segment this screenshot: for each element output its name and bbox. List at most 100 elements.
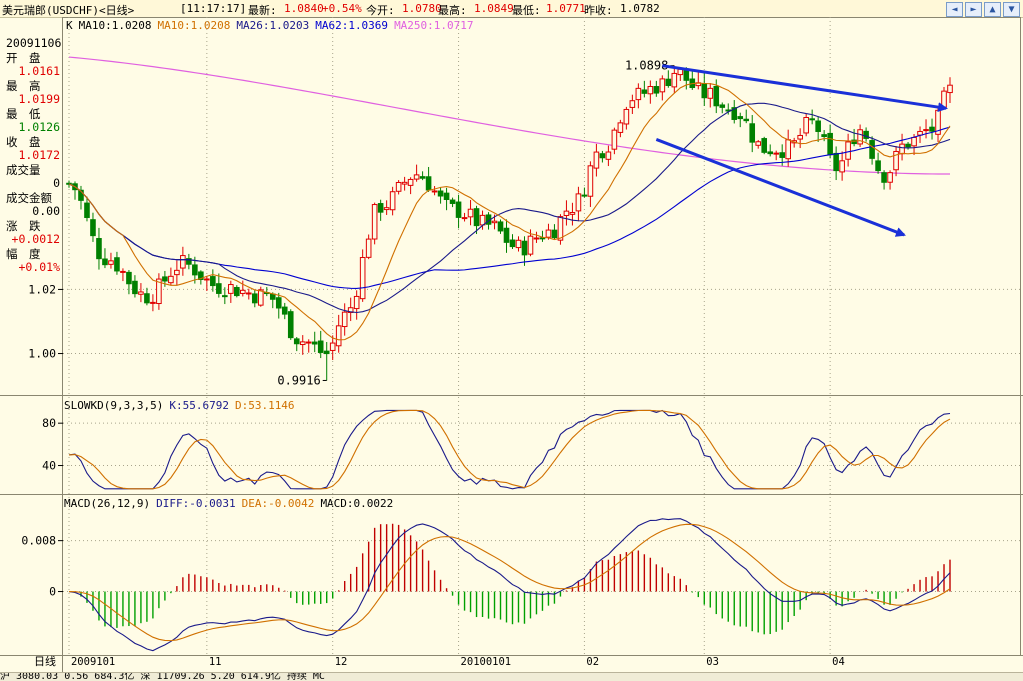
- candle-body: [222, 295, 228, 298]
- candle-body: [509, 239, 516, 248]
- candle-body: [257, 289, 264, 306]
- candle-body: [653, 86, 660, 94]
- candle-body: [575, 193, 582, 212]
- status-item: 5.20: [210, 672, 241, 681]
- candle-body: [863, 130, 869, 139]
- candle-body: [923, 129, 929, 132]
- candle-body: [126, 271, 132, 285]
- symbol-title[interactable]: 美元瑞郎(USDCHF)<日线>: [2, 4, 135, 17]
- candle-body: [305, 341, 312, 344]
- candle-body: [569, 211, 576, 215]
- candle-body: [347, 307, 354, 314]
- x-tick-label: 2009101: [71, 656, 115, 668]
- candle-body: [827, 132, 833, 156]
- candle-body: [359, 257, 366, 300]
- candle-body: [84, 202, 90, 218]
- candle-body: [623, 108, 630, 125]
- status-item: 深 11709.26: [140, 672, 211, 681]
- arrow-right-icon[interactable]: ►: [965, 2, 982, 17]
- candle-body: [491, 220, 498, 224]
- candle-body: [539, 237, 546, 240]
- candle-body: [467, 208, 474, 218]
- candle-body: [317, 340, 324, 353]
- candle-body: [96, 238, 102, 260]
- candle-body: [299, 341, 306, 346]
- price-legend: KMA10:1.0208MA10:1.0208MA26:1.0203MA62:1…: [66, 19, 480, 32]
- candle-body: [353, 295, 360, 310]
- quote-time: [11:17:17]: [180, 2, 247, 15]
- macd-legend-item: MACD(26,12,9): [64, 497, 151, 510]
- bar-info-value: +0.0012: [11, 232, 60, 246]
- candle-body: [371, 204, 378, 240]
- candle-body: [761, 138, 768, 153]
- candle-body: [216, 283, 222, 294]
- candle-body: [461, 217, 468, 220]
- kd-legend-item: D:53.1146: [234, 399, 295, 412]
- candle-body: [443, 192, 450, 200]
- candle-body: [377, 203, 384, 213]
- x-tick-label: 20100101: [461, 656, 512, 668]
- candle-body: [90, 219, 96, 237]
- candle-body: [335, 325, 342, 347]
- candle-body: [671, 72, 678, 88]
- candle-body: [893, 150, 899, 171]
- bar-info-label: 成交金额: [6, 191, 52, 205]
- bar-date: 20091106: [6, 36, 62, 50]
- x-tick-label: 04: [832, 656, 845, 668]
- candle-body: [503, 227, 510, 243]
- arrow-up-icon[interactable]: ▲: [984, 2, 1001, 17]
- last-label: 最新:: [248, 4, 277, 17]
- kd-tick-label: 40: [42, 459, 56, 473]
- kd-legend: SLOWKD(9,3,3,5) K:55.6792 D:53.1146: [64, 399, 301, 412]
- candle-body: [234, 287, 240, 297]
- candle-body: [551, 229, 558, 239]
- candle-body: [635, 87, 642, 101]
- candle-body: [275, 297, 282, 309]
- candle-body: [497, 221, 504, 232]
- price-legend-item: MA62:1.0369: [315, 19, 389, 32]
- arrow-down-icon[interactable]: ▼: [1003, 2, 1020, 17]
- candle-body: [641, 89, 648, 94]
- candle-body: [449, 199, 456, 204]
- candle-body: [120, 270, 126, 273]
- candle-body: [413, 174, 420, 180]
- bar-info-label: 开 盘: [6, 51, 41, 65]
- candle-body: [749, 123, 756, 143]
- candle-body: [395, 181, 402, 192]
- prev-close: 1.0782: [620, 2, 660, 15]
- bar-info-value: 1.0172: [18, 148, 60, 162]
- candle-body: [228, 284, 234, 294]
- candle-body: [515, 239, 522, 249]
- candle-body: [563, 210, 570, 217]
- candle-body: [527, 235, 534, 255]
- price-legend-item: MA10:1.0208: [78, 19, 152, 32]
- candle-body: [407, 178, 414, 186]
- candle-body: [785, 139, 791, 160]
- candle-body: [180, 255, 186, 269]
- bar-info-value: 0: [53, 176, 60, 190]
- candle-body: [599, 153, 606, 159]
- candle-body: [150, 301, 156, 304]
- candle-body: [581, 194, 588, 197]
- candle-body: [425, 176, 432, 191]
- candle-body: [114, 257, 120, 272]
- low-label: 最低:: [512, 4, 541, 17]
- status-item: MC: [312, 672, 325, 681]
- kd-tick-label: 80: [42, 416, 56, 430]
- status-item: 684.3亿: [94, 672, 141, 681]
- candle-body: [365, 238, 372, 258]
- candle-body: [593, 151, 600, 169]
- bar-info-value: 1.0199: [18, 92, 60, 106]
- candle-body: [455, 201, 462, 218]
- bar-info-label: 涨 跌: [6, 219, 41, 233]
- candle-body: [773, 152, 779, 155]
- prev-label: 昨收:: [584, 4, 613, 17]
- candle-body: [887, 172, 893, 183]
- arrow-left-icon[interactable]: ◄: [946, 2, 963, 17]
- x-tick-label: 02: [586, 656, 599, 668]
- candle-body: [192, 264, 198, 276]
- bar-info-value: 0.00: [32, 204, 60, 218]
- macd-legend-item: DIFF:-0.0031: [156, 497, 236, 510]
- kd-d-line: [68, 409, 951, 490]
